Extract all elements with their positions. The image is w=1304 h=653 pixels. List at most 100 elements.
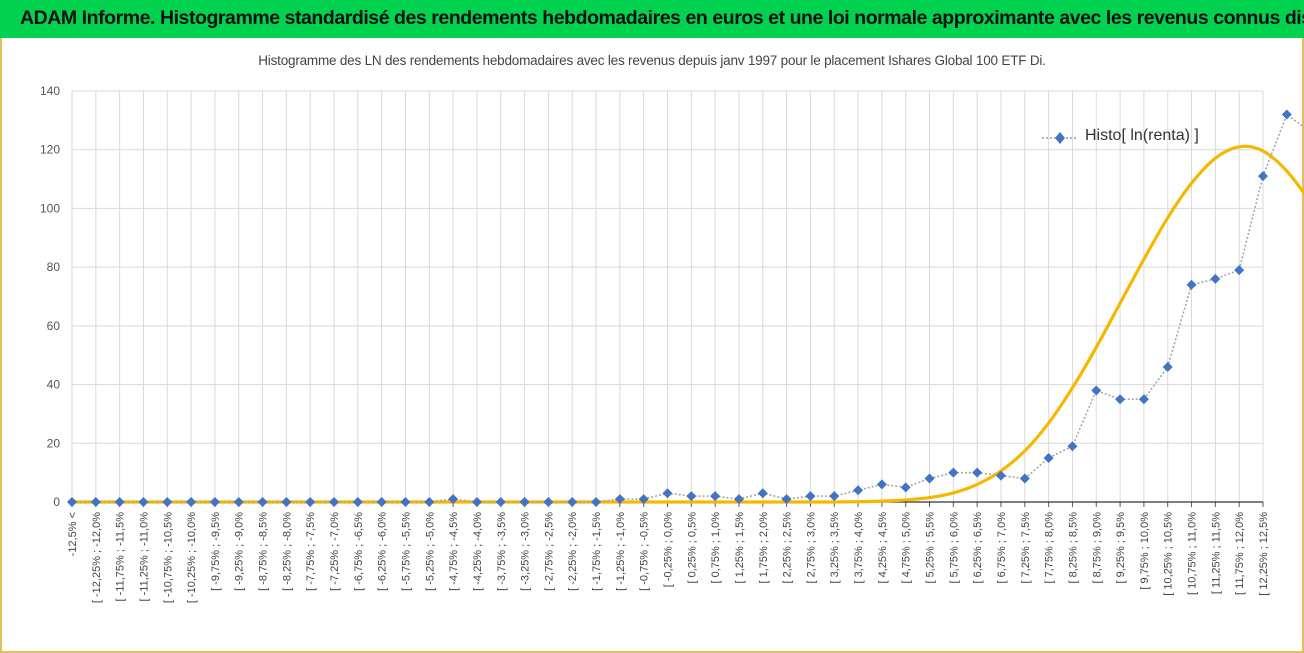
x-tick-label: [ 9,25% ; 9,5%	[1115, 512, 1127, 584]
histogram-point-marker	[638, 494, 649, 505]
y-tick-label: 20	[47, 436, 61, 450]
x-tick-label: [ -4,75% ; -4,5%	[448, 512, 460, 591]
x-tick-label: [ -1,75% ; -1,5%	[591, 512, 603, 591]
y-tick-label: 140	[40, 84, 60, 98]
x-tick-label: [ 6,25% ; 6,5%	[972, 512, 984, 584]
histogram-point-marker	[972, 467, 983, 478]
histogram-point-marker	[686, 491, 697, 502]
histogram-point-marker	[733, 494, 744, 505]
x-tick-label: [ 10,25% ; 10,5%	[1163, 512, 1175, 596]
report-banner: ADAM Informe. Histogramme standardisé de…	[0, 0, 1304, 38]
x-tick-label: [ -5,75% ; -5,5%	[400, 512, 412, 591]
histogram-point-marker	[781, 494, 792, 505]
x-tick-label: [ -0,75% ; -0,5%	[639, 512, 651, 591]
x-tick-label: [ 5,75% ; 6,0%	[948, 512, 960, 584]
x-tick-label: [ -9,75% ; -9,5%	[210, 512, 222, 591]
histogram-point-marker	[1043, 452, 1054, 463]
x-tick-label: [ 4,25% ; 4,5%	[877, 512, 889, 584]
x-tick-label: [ -11,75% ; -11,5%	[115, 512, 127, 602]
y-tick-label: 80	[47, 260, 61, 274]
x-tick-label: [ -0,25% ; 0,0%	[663, 512, 675, 587]
x-tick-label: [ 1,75% ; 2,0%	[758, 512, 770, 584]
histogram-point-marker	[90, 497, 101, 507]
histogram-point-marker	[209, 497, 220, 507]
x-tick-label: [ 10,75% ; 11,0%	[1187, 512, 1199, 595]
histogram-point-marker	[138, 497, 149, 507]
x-tick-label: [ -8,75% ; -8,5%	[258, 512, 270, 591]
chart-frame	[0, 38, 1304, 653]
x-tick-label: [ 11,75% ; 12,0%	[1234, 512, 1246, 595]
normal-curve-line	[72, 144, 1304, 504]
y-tick-label: 40	[47, 378, 61, 392]
x-tick-label: [ -7,25% ; -7,0%	[329, 512, 341, 591]
x-tick-label: [ 1,25% ; 1,5%	[734, 512, 746, 584]
histogram-point-marker	[1210, 273, 1221, 284]
x-tick-label: [ -7,75% ; -7,5%	[305, 512, 317, 591]
histogram-series-layer	[67, 109, 1304, 507]
x-tick-label: [ 11,25% ; 11,5%	[1210, 512, 1222, 594]
y-axis-tick-labels: 0 20 40 60 80 100 120 140	[40, 84, 60, 509]
x-tick-label: [ 7,25% ; 7,5%	[1020, 512, 1032, 584]
histogram-point-marker	[400, 497, 411, 507]
histogram-point-marker	[662, 488, 673, 499]
histogram-point-marker	[614, 494, 625, 505]
gridlines	[71, 90, 1264, 502]
histogram-point-marker	[1186, 279, 1197, 290]
legend-marker-icon	[1042, 132, 1078, 144]
x-tick-label: [ 2,25% ; 2,5%	[782, 512, 794, 584]
x-tick-label: [ -10,75% ; -10,5%	[162, 512, 174, 603]
histogram-point-marker	[162, 497, 173, 507]
chart-title: Histogramme des LN des rendements hebdom…	[258, 53, 1046, 68]
y-tick-label: 0	[53, 495, 60, 509]
histogram-point-marker	[257, 497, 268, 507]
histogram-point-marker	[1258, 171, 1268, 182]
x-tick-label: [ 12,25% ; 12,5%	[1258, 512, 1270, 596]
histogram-point-marker	[329, 497, 340, 507]
histogram-point-marker	[281, 497, 292, 507]
x-tick-label: [ 9,75% ; 10,0%	[1139, 512, 1151, 590]
histogram-point-marker	[995, 470, 1006, 481]
histogram-point-marker	[233, 497, 244, 507]
x-tick-label: [ -8,25% ; -8,0%	[281, 512, 293, 591]
x-tick-label: [ -3,25% ; -3,0%	[520, 512, 532, 591]
histogram-point-marker	[829, 491, 840, 502]
x-tick-label: [ 8,75% ; 9,0%	[1091, 512, 1103, 584]
y-tick-label: 60	[47, 319, 61, 333]
histogram-point-marker	[519, 497, 530, 507]
histogram-point-marker	[305, 497, 316, 507]
y-tick-label: 120	[40, 143, 60, 157]
x-tick-label: [ -6,25% ; -6,0%	[377, 512, 389, 591]
x-tick-label: [ 5,25% ; 5,5%	[925, 512, 937, 584]
report-title: ADAM Informe. Histogramme standardisé de…	[20, 7, 1304, 29]
histogram-point-marker	[471, 497, 482, 507]
histogram-point-marker	[186, 497, 197, 507]
x-tick-label: [ -2,25% ; -2,0%	[567, 512, 579, 591]
histogram-point-marker	[352, 497, 363, 507]
histogram-point-marker	[948, 467, 959, 478]
histogram-point-marker	[543, 497, 554, 507]
histogram-point-marker	[1234, 265, 1245, 276]
histogram-point-marker	[924, 473, 935, 484]
x-tick-label: [ -2,75% ; -2,5%	[543, 512, 555, 591]
x-tick-label: [ -11,25% ; -11,0%	[138, 512, 150, 602]
x-tick-label: [ 0,25% ; 0,5%	[686, 512, 698, 584]
histogram-point-marker	[448, 494, 459, 505]
x-axis-tick-labels: -12,5% < [ -12,25% ; -12,0% [ -11,75% ; -1…	[67, 512, 1270, 603]
x-tick-label: [ 6,75% ; 7,0%	[996, 512, 1008, 584]
x-tick-label: [ 0,75% ; 1,0%	[710, 512, 722, 584]
x-tick-label: [ -5,25% ; -5,0%	[424, 512, 436, 591]
histogram-point-marker	[495, 497, 506, 507]
histogram-point-marker	[710, 491, 721, 502]
histogram-point-marker	[853, 485, 864, 496]
normal-curve-layer	[72, 144, 1304, 504]
histogram-point-marker	[1138, 394, 1149, 405]
x-tick-label: [ -1,25% ; -1,0%	[615, 512, 627, 591]
x-tick-label: [ 7,75% ; 8,0%	[1044, 512, 1056, 584]
legend-label: Histo[ ln(renta) ]	[1085, 127, 1199, 144]
histogram-point-marker	[805, 491, 816, 502]
histogram-point-marker	[900, 482, 911, 493]
histogram-point-marker	[876, 479, 887, 490]
histogram-point-marker	[1091, 385, 1102, 396]
histogram-point-marker	[1067, 441, 1078, 452]
